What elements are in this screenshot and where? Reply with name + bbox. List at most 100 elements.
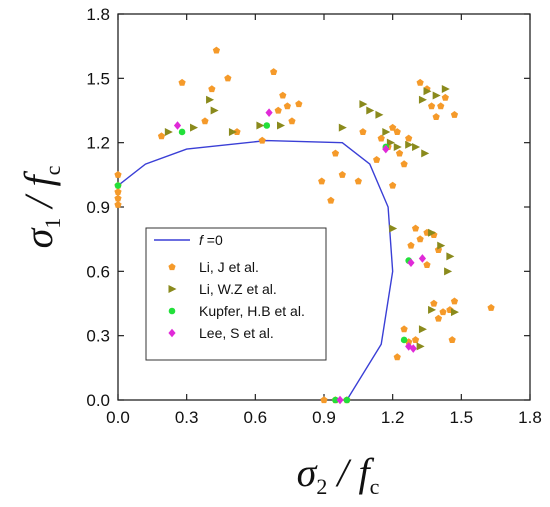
data-point [434,314,443,322]
data-point [437,241,446,250]
legend-curve-label: f =0 [199,232,223,248]
legend-marker [168,307,176,315]
data-point [439,308,447,316]
data-point [409,344,417,353]
data-point [411,336,420,344]
data-point [338,123,347,132]
data-point [450,297,459,305]
x-tick-label: 1.8 [518,408,542,427]
legend-label: Li, W.Z et al. [199,281,277,297]
data-point [407,258,415,268]
legend-label: Kupfer, H.B et al. [199,303,305,319]
data-point [432,113,440,121]
failure-curve [117,139,394,401]
data-point [201,117,209,125]
data-point [258,136,266,144]
series-2 [164,85,459,351]
series-3 [114,122,412,404]
data-point [407,241,415,249]
data-point [405,342,413,351]
data-point [428,228,437,237]
y-tick-label: 1.2 [86,134,110,153]
data-point [393,142,402,151]
y-axis-title: σ1 / fc [16,165,65,248]
legend-label: Lee, S et al. [199,325,274,341]
x-axis-sub: 2 [316,474,327,499]
data-point [418,95,427,104]
data-point [389,224,398,233]
data-point [366,106,375,115]
data-point [210,106,219,115]
data-point [233,128,241,136]
legend-curve-rest: =0 [203,232,223,248]
data-point [343,396,351,404]
data-point [270,68,278,75]
y-axis-symbol: σ [16,227,61,248]
data-point [331,149,340,157]
x-tick-label: 1.2 [381,408,405,427]
legend-marker [168,285,177,293]
data-point [277,121,286,130]
data-point [400,325,408,333]
legend: f =0 Li, J et al. Li, W.Z et al. Kupfer, H… [145,227,327,361]
data-point [416,342,425,351]
x-tick-label: 1.5 [450,408,474,427]
x-axis-rest-sub: c [370,474,380,499]
y-tick-label: 0.3 [86,327,110,346]
data-point [427,102,436,110]
data-point [114,194,122,202]
data-point [228,127,237,136]
data-point [416,78,424,86]
data-point [373,156,381,163]
data-point [395,149,404,157]
data-point [446,252,455,261]
series-1 [114,46,495,404]
data-point [393,353,401,361]
data-point [400,336,408,344]
y-axis-rest-sub: c [40,165,65,175]
data-point [114,182,122,189]
data-point [336,395,344,405]
y-tick-label: 1.8 [86,5,110,24]
data-point [359,128,367,136]
data-point [288,117,296,125]
data-point [256,121,265,130]
data-point [386,138,395,147]
x-tick-label: 0.3 [175,408,199,427]
data-point [423,261,431,268]
x-tick-label: 0.6 [244,408,268,427]
data-point [178,78,186,86]
data-point [450,110,459,118]
data-point [327,196,335,204]
failure-curve-line [117,139,394,401]
data-point [338,171,346,178]
data-point [428,305,437,314]
data-point [114,188,122,196]
data-point [389,123,397,131]
data-point [178,128,186,136]
legend-marker [168,328,176,338]
data-point [173,121,182,130]
data-point [208,85,216,93]
data-point [359,100,368,109]
data-point [418,254,427,263]
data-point [411,224,420,232]
axis-ticks: 0.0 0.3 0.6 0.9 1.2 1.5 1.8 0.0 0.3 0.6 0.9 1.2 1.5 1… [86,5,541,427]
data-points [114,46,495,405]
y-tick-label: 0.6 [86,262,110,281]
data-point [405,134,413,142]
y-tick-label: 0.9 [86,198,110,217]
data-point [444,267,453,276]
data-point [437,102,445,110]
data-point [375,110,384,119]
data-point [354,177,362,185]
data-point [263,122,271,129]
x-axis-rest: / f [327,450,374,495]
data-point [393,128,401,136]
data-point [405,140,414,149]
data-point [448,336,456,344]
data-point [274,106,282,114]
legend-box [145,227,327,361]
data-point [441,85,450,94]
